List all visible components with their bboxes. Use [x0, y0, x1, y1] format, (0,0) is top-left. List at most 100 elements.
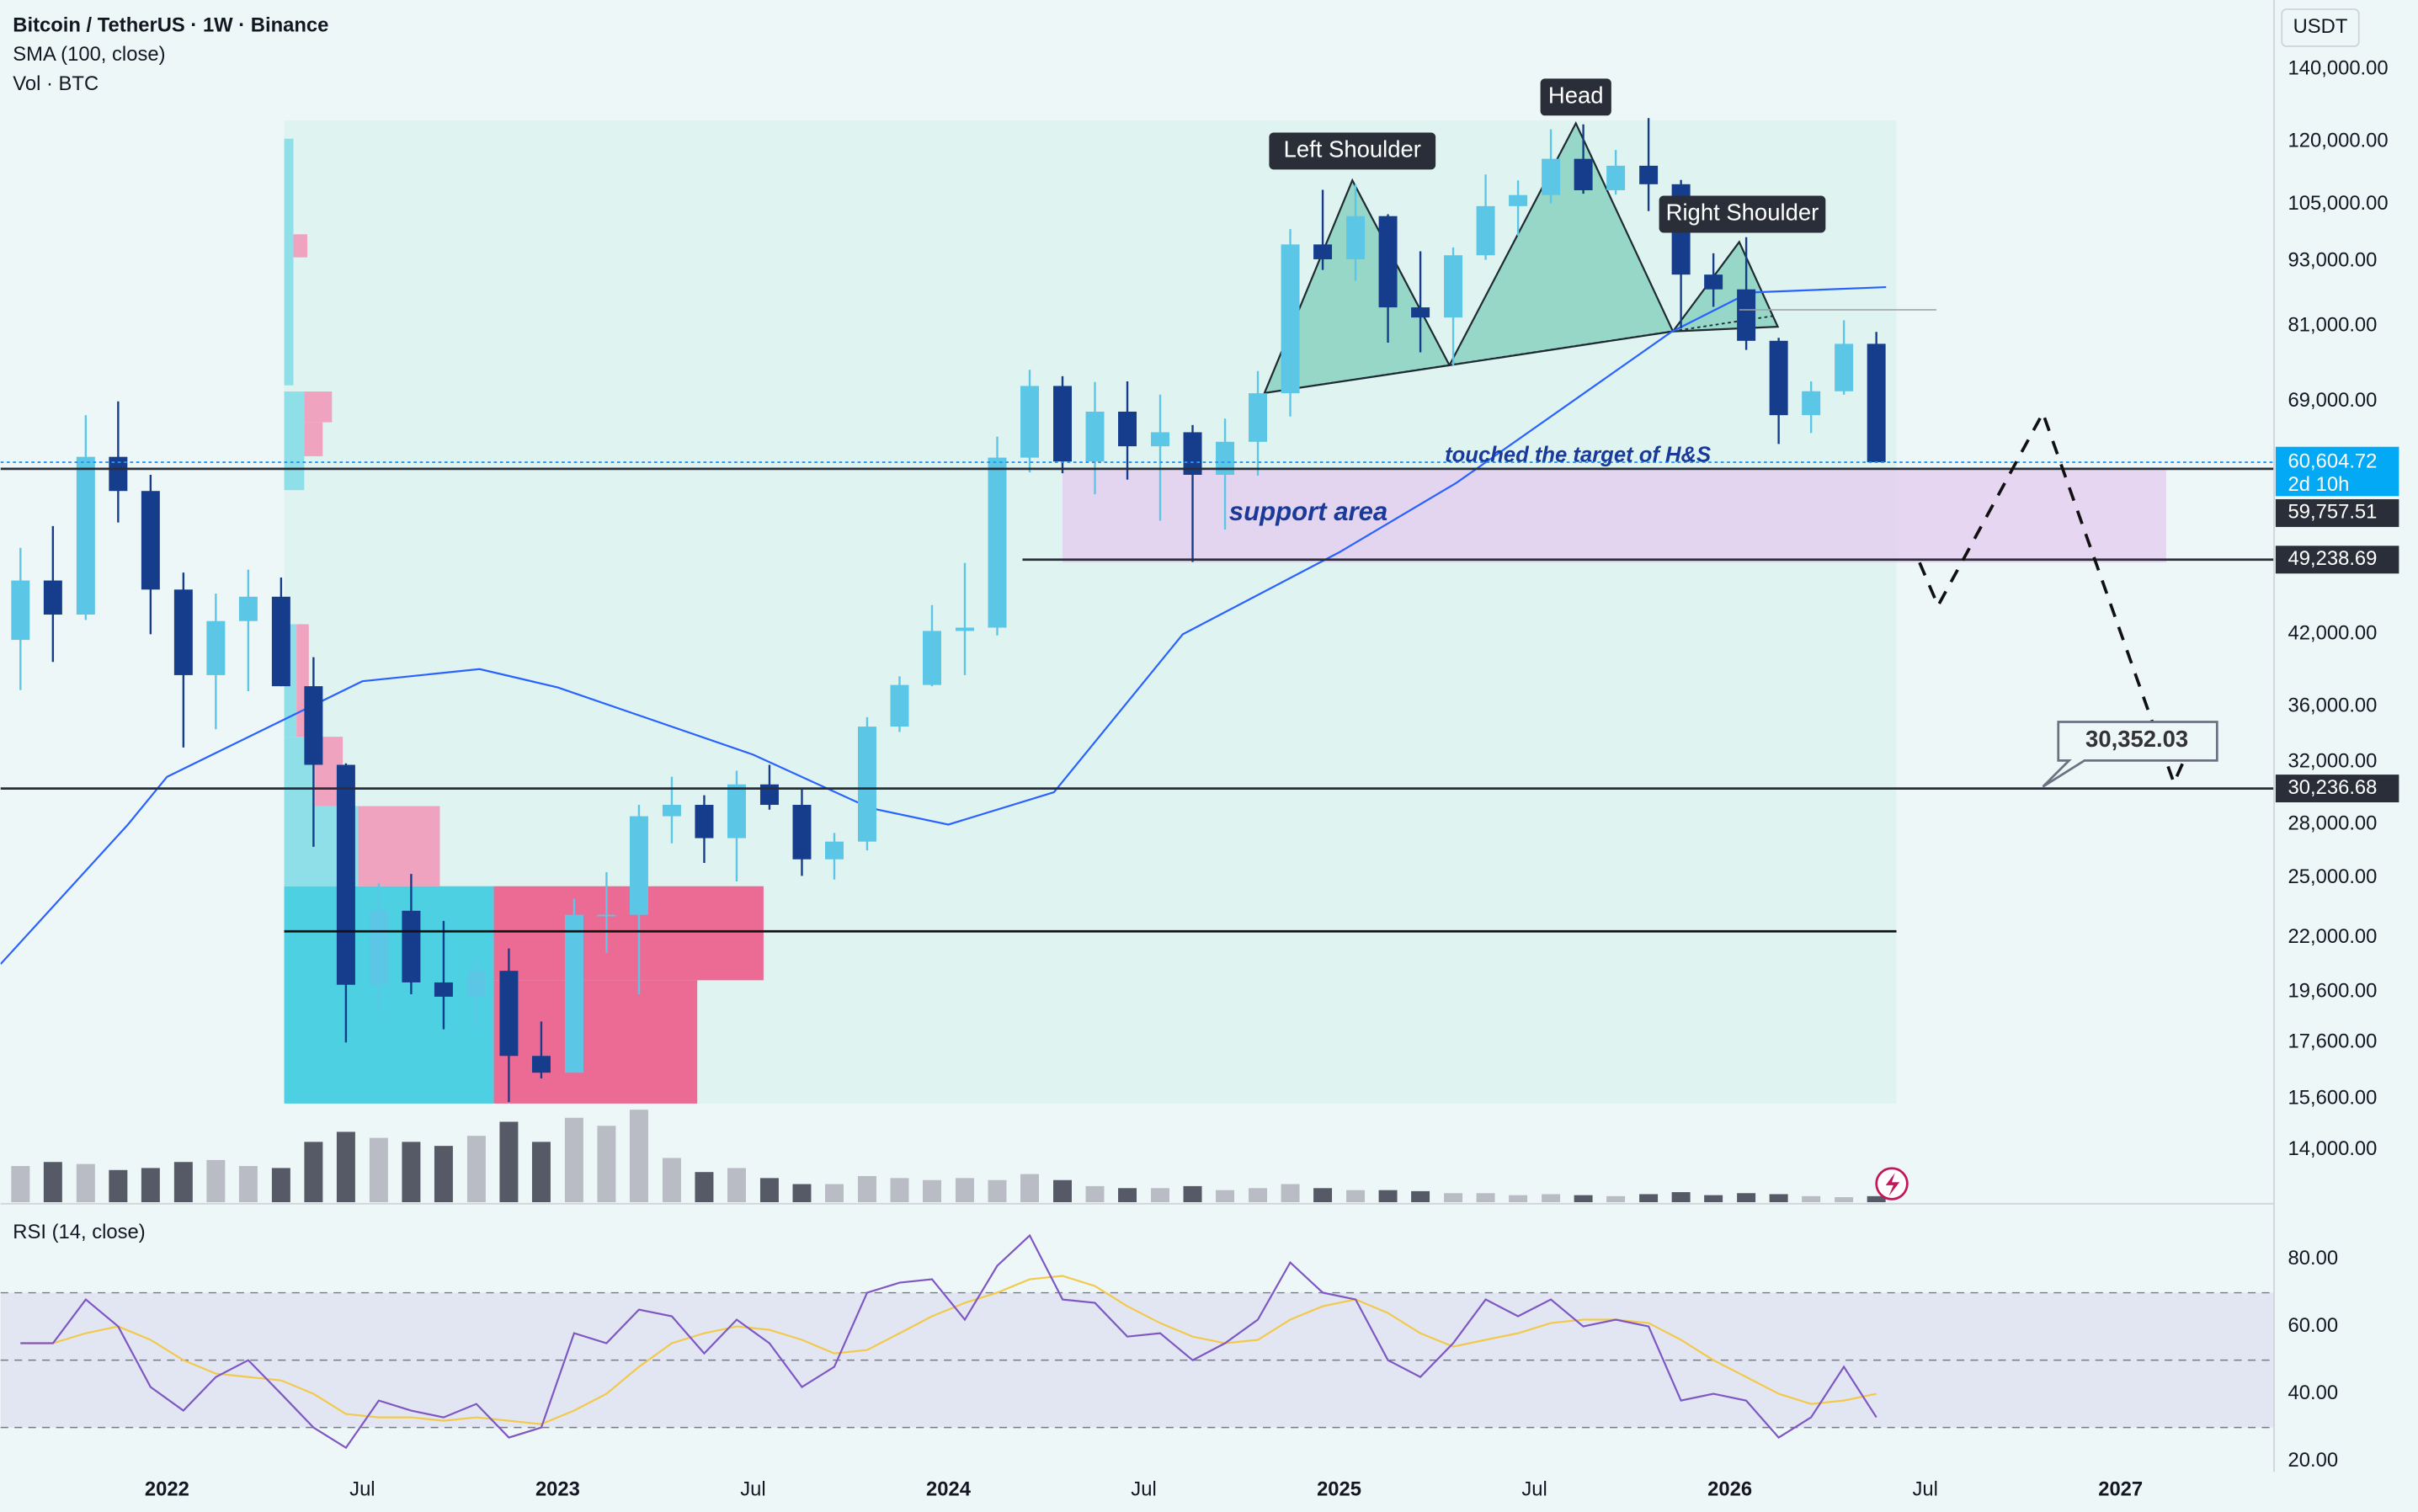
volume-bar — [1639, 1194, 1659, 1203]
y-tick-label: 36,000.00 — [2288, 695, 2378, 717]
volume-bar — [304, 1142, 323, 1203]
candle-body — [76, 456, 95, 615]
candle-body — [1216, 441, 1235, 475]
y-tick-label: 42,000.00 — [2288, 622, 2378, 645]
volume-bar — [1085, 1185, 1105, 1203]
volume-bar — [1542, 1194, 1561, 1203]
y-tick-label: 17,600.00 — [2288, 1030, 2378, 1052]
candle-body — [1411, 307, 1430, 318]
candle-body — [857, 727, 876, 842]
pattern-label-box — [1540, 78, 1611, 116]
candle-body — [727, 784, 746, 839]
y-tick-label: 93,000.00 — [2288, 249, 2378, 272]
volume-bar — [1671, 1192, 1691, 1203]
annotation: support area — [1229, 497, 1387, 526]
vp-bar — [304, 422, 323, 456]
y-tick-label: 22,000.00 — [2288, 925, 2378, 948]
candle-body — [206, 620, 226, 675]
annotations: touched the target of H&S support area Lef… — [1229, 78, 2218, 788]
rsi-line — [20, 1233, 1877, 1450]
candle-body — [1085, 411, 1105, 462]
volume-bar — [1249, 1188, 1268, 1203]
candle-body — [1151, 432, 1170, 447]
volume-bar — [1444, 1193, 1463, 1203]
pattern-label-box — [1269, 132, 1436, 170]
volume-bar — [206, 1159, 226, 1203]
volume-bar — [1835, 1197, 1854, 1203]
candle-body — [141, 491, 160, 590]
rsi-label: RSI (14, close) — [13, 1221, 145, 1243]
y-tick-label: 25,000.00 — [2288, 865, 2378, 888]
candle-body — [434, 982, 453, 997]
currency: USDT — [2293, 15, 2348, 38]
volume-bar — [1476, 1193, 1495, 1203]
current-price-box — [2275, 446, 2399, 497]
volume-bar — [271, 1168, 290, 1203]
y-tick-label: 19,600.00 — [2288, 979, 2378, 1002]
x-tick-label: Jul — [1131, 1478, 1156, 1501]
y-tick-label: 14,000.00 — [2288, 1137, 2378, 1160]
volume-bar — [11, 1166, 30, 1203]
x-tick-label: 2025 — [1317, 1478, 1361, 1501]
volume-bar — [727, 1168, 746, 1203]
level-label: 49,238.69 — [2288, 547, 2378, 570]
volume-bar — [1606, 1195, 1626, 1203]
head-shape — [1447, 120, 1675, 367]
candle-body — [304, 686, 323, 765]
pattern-label: Left Shoulder — [1284, 136, 1421, 162]
candle-body — [629, 816, 648, 915]
pattern-label: Head — [1548, 83, 1604, 109]
level-label-box — [2275, 498, 2399, 527]
y-tick-label: 15,600.00 — [2288, 1087, 2378, 1110]
candle-body — [662, 805, 681, 817]
volume-bar — [1053, 1179, 1072, 1203]
volume-bar — [1183, 1185, 1202, 1203]
volume-bar — [173, 1162, 193, 1203]
volume-bar — [1574, 1195, 1593, 1203]
projection-path — [1918, 409, 2188, 787]
sma — [0, 285, 1887, 965]
candle-body — [955, 627, 974, 631]
levels — [0, 461, 2275, 933]
target-label: 30,352.03 — [2085, 726, 2188, 752]
vp-bar — [284, 886, 494, 1104]
candle-body — [1476, 205, 1495, 256]
rsi-tick-label: 60.00 — [2288, 1314, 2339, 1337]
x-tick-label: Jul — [349, 1478, 375, 1501]
rsi-tick-label: 80.00 — [2288, 1247, 2339, 1270]
currency-box — [2281, 8, 2360, 47]
pattern-label: Right Shoulder — [1666, 200, 1819, 226]
y-tick-label: 69,000.00 — [2288, 389, 2378, 412]
sma-line — [0, 285, 1887, 965]
rsi-ma-line — [20, 1275, 1877, 1425]
volume-bar — [662, 1158, 681, 1203]
volume-bar — [1802, 1195, 1821, 1203]
candle-body — [1639, 165, 1659, 184]
candle-body — [499, 971, 519, 1057]
volume-bar — [238, 1166, 258, 1203]
volume-bar — [1769, 1194, 1788, 1203]
y-tick-label: 28,000.00 — [2288, 812, 2378, 835]
x-tick-label: Jul — [1912, 1478, 1937, 1501]
y-tick-label: 81,000.00 — [2288, 314, 2378, 337]
volume-bar — [1020, 1174, 1040, 1203]
vp-bar — [284, 138, 294, 386]
level-label: 30,236.68 — [2288, 776, 2378, 799]
x-tick-label: 2026 — [1707, 1478, 1752, 1501]
candle-body — [1053, 386, 1072, 462]
candles — [11, 118, 1886, 1103]
candle-body — [792, 805, 812, 860]
y-tick-label: 32,000.00 — [2288, 749, 2378, 772]
candle-body — [531, 1056, 551, 1073]
volume-bar — [695, 1172, 714, 1203]
rsi-tick-label: 20.00 — [2288, 1449, 2339, 1472]
volume-bar — [141, 1168, 160, 1203]
volume-bar — [857, 1175, 876, 1203]
candle-body — [1020, 386, 1040, 458]
candle-body — [1574, 158, 1593, 190]
volume-bar — [1704, 1195, 1723, 1203]
volume-bar — [1118, 1188, 1137, 1203]
volume-bar — [759, 1178, 779, 1203]
volume-bar — [890, 1178, 909, 1203]
